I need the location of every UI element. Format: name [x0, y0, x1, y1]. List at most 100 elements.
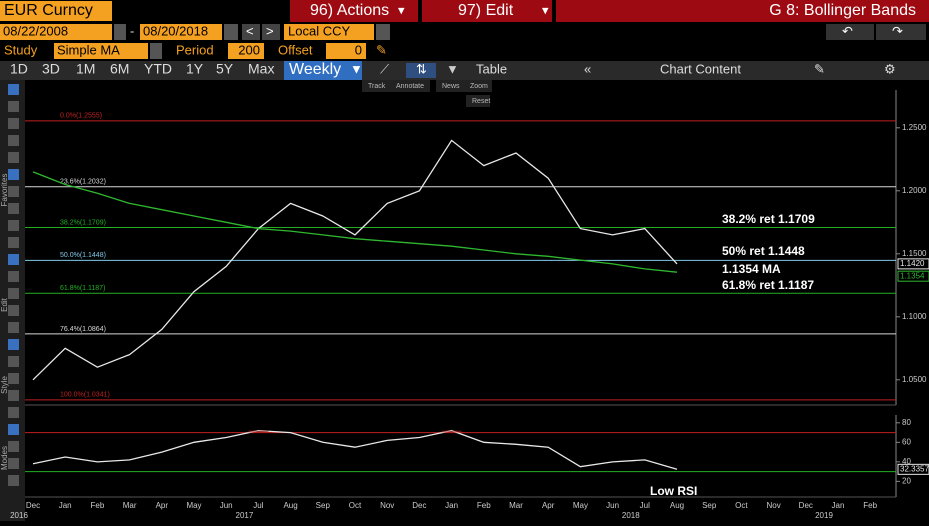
svg-text:>: >: [266, 23, 274, 38]
frequency[interactable]: Weekly: [289, 61, 341, 78]
chart-tool[interactable]: Track: [368, 83, 386, 90]
table-button[interactable]: Table: [476, 61, 507, 76]
x-tick-label: May: [573, 501, 588, 510]
x-tick-label: Dec: [26, 501, 40, 510]
range-button[interactable]: YTD: [144, 61, 172, 77]
x-tick-label: Dec: [412, 501, 426, 510]
currency[interactable]: Local CCY: [288, 23, 350, 38]
svg-text:↷: ↷: [892, 23, 903, 38]
level-label: 50.0%(1.1448): [60, 252, 106, 259]
tool-icon[interactable]: [8, 390, 19, 401]
offset-label: Offset: [278, 42, 313, 57]
overbought-shade: [441, 430, 462, 433]
svg-text:↶: ↶: [842, 23, 853, 38]
x-tick-label: Oct: [349, 501, 362, 510]
x-tick-label: May: [186, 501, 201, 510]
tool-icon[interactable]: [8, 475, 19, 486]
start-date[interactable]: 08/22/2008: [3, 23, 68, 38]
last-price-label: 1.1354: [900, 271, 925, 280]
level-label: 23.6%(1.2032): [60, 179, 106, 186]
side-label: Favorites: [0, 174, 9, 207]
study-value[interactable]: Simple MA: [57, 42, 120, 57]
tool-icon[interactable]: [8, 152, 19, 163]
svg-text:▾: ▾: [398, 2, 405, 17]
period-label: Period: [176, 42, 214, 57]
level-label: 38.2%(1.1709): [60, 219, 106, 226]
year-label: 2017: [236, 511, 254, 520]
annotation: 61.8% ret 1.1187: [722, 278, 814, 292]
ticker-field[interactable]: [0, 1, 112, 21]
last-price-box: [897, 463, 929, 475]
edit-menu[interactable]: 97) Edit: [458, 2, 514, 19]
range-button[interactable]: Max: [248, 61, 274, 77]
tool-icon[interactable]: [8, 101, 19, 112]
range-button[interactable]: 1Y: [186, 61, 204, 77]
period[interactable]: 200: [238, 42, 260, 57]
x-tick-label: Jun: [220, 501, 233, 510]
svg-text:⇅: ⇅: [416, 61, 427, 76]
x-tick-label: Aug: [670, 501, 684, 510]
y-tick-label: 1.2500: [902, 123, 927, 132]
x-tick-label: Jan: [59, 501, 72, 510]
year-label: 2018: [622, 511, 640, 520]
tool-icon[interactable]: [8, 356, 19, 367]
y-tick-label: 1.1500: [902, 249, 927, 258]
x-tick-label: Sep: [702, 501, 717, 510]
svg-text:✎: ✎: [814, 61, 825, 76]
ticker: EUR Curncy: [4, 2, 93, 19]
tool-icon[interactable]: [8, 220, 19, 231]
range-button[interactable]: 1M: [76, 61, 95, 77]
annotation: 50% ret 1.1448: [722, 244, 805, 258]
tool-icon[interactable]: [8, 441, 19, 452]
level-label: 76.4%(1.0864): [60, 326, 106, 333]
last-price-box: [897, 258, 929, 270]
tool-icon[interactable]: [8, 322, 19, 333]
x-tick-label: Mar: [123, 501, 137, 510]
x-tick-label: Nov: [766, 501, 780, 510]
series-line: [32, 429, 678, 470]
tool-icon[interactable]: [8, 169, 19, 180]
y-tick-label: 20: [902, 476, 911, 485]
tool-icon[interactable]: [8, 424, 19, 435]
tool-icon[interactable]: [8, 84, 19, 95]
range-button[interactable]: 3D: [42, 61, 60, 77]
tool-icon[interactable]: [8, 458, 19, 469]
annotation: 1.1354 MA: [722, 262, 781, 276]
range-button[interactable]: 6M: [110, 61, 129, 77]
tool-bg: [466, 95, 490, 107]
svg-text:⚙: ⚙: [884, 61, 896, 76]
tool-icon[interactable]: [8, 339, 19, 350]
tool-icon[interactable]: [8, 288, 19, 299]
range-button[interactable]: 5Y: [216, 61, 234, 77]
chart-tool[interactable]: Reset: [472, 98, 490, 105]
study-label: Study: [4, 42, 38, 57]
chart-content[interactable]: Chart Content: [660, 61, 741, 76]
x-tick-label: Jan: [445, 501, 458, 510]
tool-icon[interactable]: [8, 407, 19, 418]
end-date[interactable]: 08/20/2018: [143, 23, 208, 38]
tool-icon[interactable]: [8, 305, 19, 316]
x-tick-label: Jul: [640, 501, 650, 510]
actions-menu[interactable]: 96) Actions: [310, 2, 389, 19]
tool-icon[interactable]: [8, 118, 19, 129]
y-tick-label: 1.1000: [902, 312, 927, 321]
x-tick-label: Feb: [863, 501, 877, 510]
tool-icon[interactable]: [8, 135, 19, 146]
chart-tool[interactable]: News: [442, 83, 460, 90]
tool-icon[interactable]: [8, 186, 19, 197]
tool-icon[interactable]: [8, 254, 19, 265]
tool-icon[interactable]: [8, 237, 19, 248]
chart-tool[interactable]: Zoom: [470, 83, 488, 90]
level-label: 61.8%(1.1187): [60, 285, 105, 292]
offset[interactable]: 0: [355, 42, 362, 57]
chart-tool[interactable]: Annotate: [396, 83, 424, 90]
x-tick-label: Apr: [156, 501, 169, 510]
annotation: Low RSI: [650, 484, 697, 498]
y-tick-label: 1.2000: [902, 186, 927, 195]
tool-icon[interactable]: [8, 271, 19, 282]
tool-icon[interactable]: [8, 203, 19, 214]
tool-icon[interactable]: [8, 373, 19, 384]
range-button[interactable]: 1D: [10, 61, 28, 77]
svg-text:«: «: [584, 61, 591, 76]
side-label: Modes: [0, 446, 9, 470]
